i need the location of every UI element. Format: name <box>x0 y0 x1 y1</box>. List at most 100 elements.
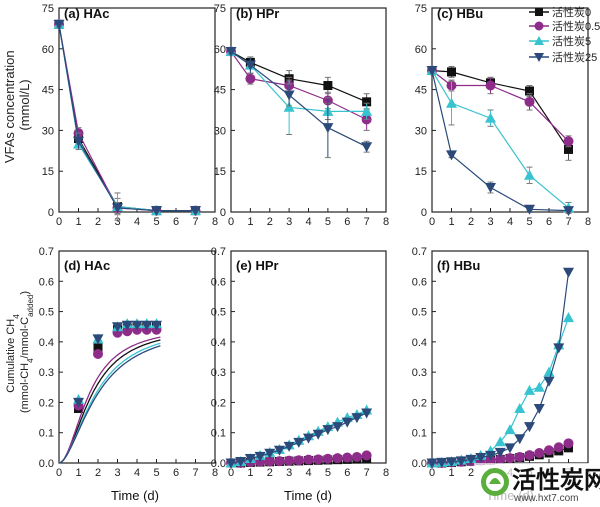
plot-frame <box>58 250 216 464</box>
y-tick-label: 0.2 <box>39 397 54 409</box>
y-tick-label: 45 <box>415 85 427 97</box>
data-point <box>283 441 295 452</box>
data-point <box>495 454 506 465</box>
panel-title: (f) HBu <box>437 258 480 273</box>
series-3 <box>426 267 574 469</box>
y-tick-label: 0.6 <box>39 276 54 288</box>
x-tick-label: 4 <box>305 467 311 479</box>
x-tick-label: 0 <box>429 216 435 228</box>
x-tick-label: 0 <box>429 467 435 479</box>
data-point <box>533 381 545 392</box>
y-tick-label: 0.7 <box>39 246 54 258</box>
data-point <box>525 86 534 96</box>
y-tick-label: 0.3 <box>412 367 427 379</box>
data-point <box>524 450 535 461</box>
data-point <box>485 80 496 91</box>
legend-marker-square-icon <box>535 8 543 16</box>
y-tick-label: 15 <box>42 166 54 178</box>
x-tick-label: 7 <box>364 467 370 479</box>
x-tick-label: 6 <box>344 216 350 228</box>
y-tick-label: 0.3 <box>39 367 54 379</box>
data-point <box>303 433 314 444</box>
series-3 <box>53 19 201 217</box>
data-point <box>485 112 496 123</box>
data-point <box>283 90 295 101</box>
data-point <box>322 425 334 436</box>
data-point <box>485 450 496 461</box>
data-point <box>494 436 506 447</box>
x-tick-label: 1 <box>247 467 253 479</box>
x-tick-label: 6 <box>173 216 179 228</box>
row1-ylabel-line1: VFAs concentration <box>2 50 17 163</box>
x-tick-label: 2 <box>468 467 474 479</box>
x-tick-label: 1 <box>448 467 454 479</box>
x-tick-label: 6 <box>344 467 350 479</box>
y-tick-label: 45 <box>42 85 54 97</box>
y-tick-label: 0.5 <box>412 307 427 319</box>
y-tick-label: 45 <box>214 85 226 97</box>
x-tick-label: 6 <box>546 216 552 228</box>
data-point <box>151 320 162 331</box>
data-point <box>332 453 343 464</box>
x-tick-label: 5 <box>153 467 159 479</box>
data-point <box>322 123 334 134</box>
series-0 <box>58 322 161 464</box>
y-tick-label: 75 <box>214 3 226 15</box>
data-point <box>244 60 256 71</box>
data-point <box>283 101 295 112</box>
data-point <box>225 458 237 469</box>
y-tick-label: 0.3 <box>211 367 226 379</box>
data-point <box>563 206 574 217</box>
data-point <box>361 450 372 461</box>
data-point <box>264 448 276 459</box>
data-point <box>563 136 574 147</box>
data-point <box>524 384 535 395</box>
data-point <box>245 73 256 84</box>
x-tick-label: 3 <box>114 216 120 228</box>
data-point <box>553 343 565 354</box>
x-tick-label: 8 <box>212 467 218 479</box>
data-point <box>312 429 324 440</box>
legend-marker-circle-icon <box>534 21 544 31</box>
xlabel-d: Time (d) <box>111 488 159 503</box>
x-tick-label: 0 <box>228 216 234 228</box>
legend-label-0: 活性炭0 <box>552 5 591 19</box>
y-tick-label: 0.2 <box>211 397 226 409</box>
y-tick-label: 0.5 <box>39 307 54 319</box>
data-point <box>361 105 373 116</box>
data-point <box>303 454 314 465</box>
x-tick-label: 6 <box>173 467 179 479</box>
data-point <box>524 422 535 433</box>
x-tick-label: 1 <box>75 216 81 228</box>
x-tick-label: 3 <box>286 216 292 228</box>
data-point <box>485 183 496 194</box>
row1-ylabel: VFAs concentration (mmol/L) <box>2 47 32 163</box>
legend-entry-2: 活性炭5 <box>529 34 591 48</box>
data-point <box>264 456 275 467</box>
data-point <box>514 402 526 413</box>
y-tick-label: 0.6 <box>211 276 226 288</box>
data-point <box>514 434 526 445</box>
series-line <box>58 24 196 212</box>
data-point <box>93 343 103 353</box>
x-tick-label: 1 <box>75 467 81 479</box>
data-point <box>543 376 555 387</box>
x-tick-label: 2 <box>267 467 273 479</box>
data-point <box>122 326 133 337</box>
data-point <box>563 438 574 449</box>
data-point <box>455 456 467 467</box>
data-point <box>465 454 477 465</box>
x-tick-label: 0 <box>56 216 62 228</box>
data-point <box>494 447 506 458</box>
data-point <box>563 267 574 278</box>
panel-title: (c) HBu <box>437 6 483 21</box>
x-tick-label: 2 <box>95 467 101 479</box>
data-point <box>131 320 143 331</box>
data-point <box>121 320 133 331</box>
y-tick-label: 30 <box>415 125 427 137</box>
data-point <box>53 19 65 30</box>
x-tick-label: 5 <box>526 216 532 228</box>
x-tick-label: 1 <box>448 216 454 228</box>
